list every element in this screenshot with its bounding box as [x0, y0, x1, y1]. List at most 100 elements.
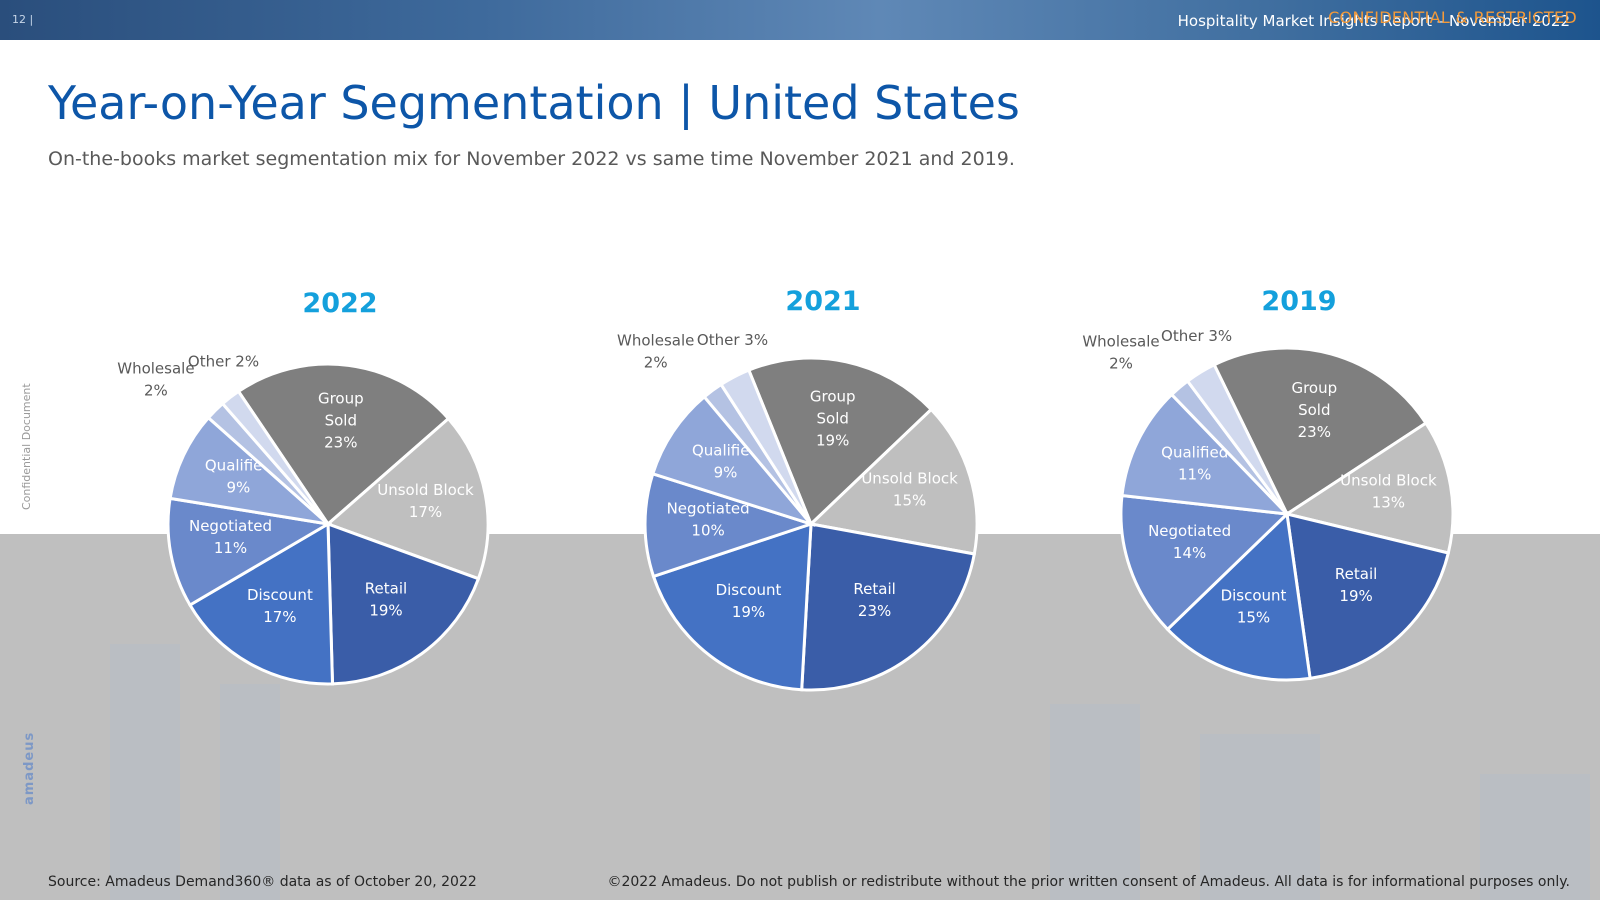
chart-title-2022: 2022 [302, 288, 377, 319]
pie-label-line: Group [810, 387, 856, 405]
pie-label-line: 19% [816, 431, 849, 449]
pie-label-line: 10% [691, 522, 724, 540]
pie-label-unsold-block: Unsold Block 15% [861, 470, 958, 510]
pie-label-negotiated: Negotiated 11% [189, 517, 272, 557]
pie-chart-2021: 2021 Group Sold 19% Unsold Block 15% Retail 23%… [617, 286, 979, 692]
pie-label-line: Discount [1221, 586, 1287, 604]
pie-label-line: 9% [227, 478, 251, 496]
page-number: 12 | [12, 13, 34, 26]
pie-slice-other [220, 389, 330, 525]
pie-label-line: Other 2% [188, 353, 259, 371]
pie-slice-qualified [650, 394, 816, 527]
pie-label-line: Negotiated [667, 500, 750, 518]
pie-label-group-sold: Group Sold 19% [810, 387, 856, 449]
pie-label-line: Negotiated [1148, 522, 1231, 540]
pie-label-line: 23% [324, 434, 357, 452]
pie-label-wholesale: Wholesale 2% [1082, 333, 1159, 373]
pie-chart-2019: 2019 Group Sold 23% Unsold Block 13% Retail 19%… [1082, 286, 1455, 682]
pie-label-line: Group [1291, 379, 1337, 397]
pie-label-negotiated: Negotiated 14% [1148, 522, 1231, 562]
pie-label-line: Discount [716, 581, 782, 599]
pie-slice-unsold-block [807, 407, 979, 556]
pie-label-retail: Retail 19% [365, 580, 407, 620]
pie-label-line: Sold [325, 412, 357, 430]
pie-slice-retail [1285, 512, 1451, 681]
pie-label-line: Wholesale [1082, 333, 1159, 351]
source-note: Source: Amadeus Demand360® data as of Oc… [48, 874, 477, 890]
pie-label-line: Other 3% [697, 331, 768, 349]
pie-label-wholesale: Wholesale 2% [617, 331, 694, 371]
pie-label-line: 15% [893, 492, 926, 510]
pie-label-line: 9% [714, 464, 738, 482]
pie-slice-discount [1165, 510, 1312, 682]
pie-slice-discount [187, 521, 335, 686]
pie-label-unsold-block: Unsold Block 17% [377, 481, 474, 521]
pie-label-line: 19% [369, 602, 402, 620]
chart-title-2021: 2021 [785, 286, 860, 317]
pie-label-line: Discount [247, 586, 313, 604]
pie-label-negotiated: Negotiated 10% [667, 500, 750, 540]
page-subtitle: On-the-books market segmentation mix for… [48, 148, 1015, 170]
pie-label-other: Other 3% [697, 331, 768, 349]
page-title: Year-on-Year Segmentation | United State… [48, 76, 1020, 130]
pie-label-line: 13% [1372, 494, 1405, 512]
pie-slice-other [1185, 362, 1289, 515]
pie-label-other: Other 2% [188, 353, 259, 371]
pie-slice-negotiated [1119, 493, 1291, 632]
pie-slice-unsold-block [1283, 421, 1455, 555]
pie-label-line: Other 3% [1161, 327, 1232, 345]
pie-label-line: 23% [1298, 423, 1331, 441]
pie-label-line: 19% [732, 603, 765, 621]
pie-slice-unsold-block [325, 416, 490, 581]
pie-slice-retail [326, 521, 481, 686]
pie-label-retail: Retail 23% [853, 580, 895, 620]
pie-slice-qualified [1120, 392, 1291, 516]
pie-label-line: 14% [1173, 544, 1206, 562]
pie-label-unsold-block: Unsold Block 13% [1340, 472, 1437, 512]
pie-label-discount: Discount 15% [1221, 586, 1287, 626]
pie-slice-qualified [168, 415, 333, 527]
pie-label-line: 2% [644, 353, 668, 371]
pie-label-line: Qualified [692, 442, 759, 460]
pie-chart-2022: 2022 Group Sold 23% Unsold Block 17% Retail 19%… [117, 288, 490, 686]
pie-label-line: Group [318, 390, 364, 408]
pie-label-line: Negotiated [189, 517, 272, 535]
pie-slice-negotiated [166, 496, 333, 608]
pie-label-discount: Discount 17% [247, 586, 313, 626]
pie-label-line: 17% [263, 608, 296, 626]
pie-label-line: Unsold Block [861, 470, 958, 488]
pie-label-line: Wholesale [117, 359, 194, 377]
pie-label-line: 2% [1109, 355, 1133, 373]
pie-slice-negotiated [643, 471, 816, 579]
pie-label-other: Other 3% [1161, 327, 1232, 345]
copyright-note: ©2022 Amadeus. Do not publish or redistr… [607, 874, 1570, 890]
pie-label-group-sold: Group Sold 23% [318, 390, 364, 452]
pie-label-line: 17% [409, 503, 442, 521]
pie-label-line: 19% [1339, 587, 1372, 605]
pie-label-discount: Discount 19% [716, 581, 782, 621]
pie-label-line: Retail [365, 580, 407, 598]
pie-label-retail: Retail 19% [1335, 565, 1377, 605]
header-bar: 12 | Hospitality Market Insights Report … [0, 0, 1600, 40]
pie-label-qualified: Qualified 9% [692, 442, 759, 482]
pie-slice-group-sold [236, 362, 451, 527]
pie-label-line: Sold [817, 409, 849, 427]
pie-label-wholesale: Wholesale 2% [117, 359, 194, 399]
pie-label-line: 11% [214, 539, 247, 557]
pie-label-line: Retail [1335, 565, 1377, 583]
chart-title-2019: 2019 [1261, 286, 1336, 317]
pie-label-line: Retail [853, 580, 895, 598]
confidential-label: CONFIDENTIAL & RESTRICTED [1328, 8, 1577, 27]
pie-label-qualified: Qualified 11% [1161, 444, 1228, 484]
pie-label-line: Wholesale [617, 331, 694, 349]
pie-label-group-sold: Group Sold 23% [1291, 379, 1337, 441]
report-title: Hospitality Market Insights Report – Nov… [1177, 12, 1570, 30]
pie-label-line: 23% [858, 602, 891, 620]
pie-label-line: Sold [1298, 401, 1330, 419]
pie-label-line: 11% [1178, 466, 1211, 484]
pie-label-line: 15% [1237, 608, 1270, 626]
pie-slice-retail [800, 522, 977, 692]
pie-slice-other [719, 368, 813, 525]
pie-label-line: Unsold Block [377, 481, 474, 499]
